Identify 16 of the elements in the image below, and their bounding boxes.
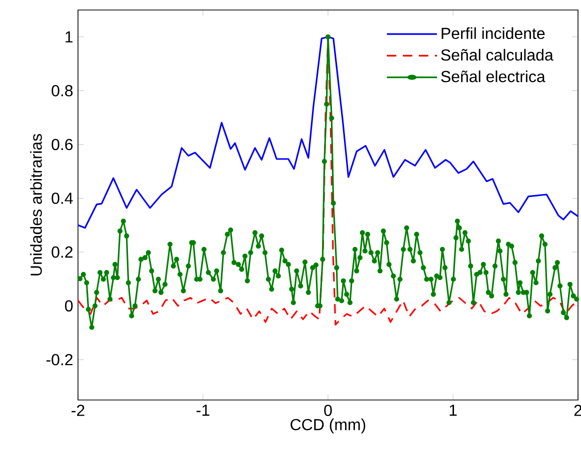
x-tick-label: -1: [196, 404, 210, 416]
y-tick-label: 0: [65, 300, 73, 312]
y-tick-label: 0.8: [52, 85, 73, 96]
y-tick-label: 0.2: [52, 246, 72, 258]
x-tick-label: 0: [324, 404, 332, 416]
y-axis-title: Unidades arbitrarias: [30, 134, 42, 276]
legend-label: Señal electrica: [441, 70, 546, 82]
y-tick-label: 1: [66, 31, 73, 42]
y-tick-label: 0.4: [52, 192, 73, 204]
x-axis-title: CCD (mm): [290, 418, 366, 434]
x-tick-label: -2: [72, 404, 84, 416]
legend-label: Perfil incidente: [442, 27, 545, 40]
y-tick-label: -0.2: [46, 354, 72, 366]
x-tick-label: 1: [450, 404, 457, 416]
legend-label: Señal calculada: [441, 48, 554, 61]
y-tick-label: 0.6: [52, 138, 73, 150]
